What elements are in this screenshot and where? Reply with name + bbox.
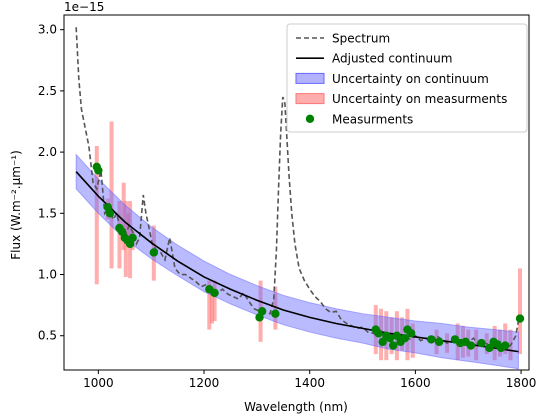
x-tick-label: 1200 (189, 376, 220, 390)
y-axis-label: Flux (W.m⁻².µm⁻¹) (9, 150, 23, 260)
measurement-point (477, 338, 486, 348)
measurement-point (94, 166, 103, 175)
legend-measurement-marker (305, 114, 315, 124)
y-offset-label: 1e−15 (64, 0, 104, 14)
plot-frame (63, 14, 530, 371)
measurement-point (400, 333, 410, 343)
measurement-point (466, 341, 476, 350)
x-tick-label: 1400 (294, 376, 325, 390)
measurement-uncertainty-bar (207, 280, 212, 330)
legend-label: Uncertainty on measurments (332, 92, 507, 106)
x-tick-label: 1800 (506, 376, 537, 390)
measurement-uncertainty-bar (518, 268, 523, 355)
x-tick-label: 1000 (83, 376, 114, 390)
y-tick-label: 3.0 (38, 23, 57, 37)
measurement-point (434, 337, 444, 347)
measurement-uncertainty-bar (400, 317, 405, 351)
measurement-uncertainty-bar (410, 323, 415, 358)
measurement-point (501, 341, 510, 350)
continuum-line (75, 171, 519, 353)
measurement-uncertainty-bar (503, 323, 508, 355)
measurement-uncertainty-bar (212, 280, 217, 322)
y-tick-label: 2.5 (38, 84, 57, 98)
measurement-point (427, 335, 436, 344)
legend-box (286, 23, 528, 133)
measurement-point (406, 329, 416, 338)
measurement-uncertainty-bar (94, 145, 99, 285)
measurement-point (485, 343, 494, 353)
measurement-point (388, 341, 398, 350)
measurement-uncertainty-bar (121, 182, 126, 251)
measurement-uncertainty-bar (273, 286, 278, 330)
spectrum-line (75, 27, 520, 349)
measurement-point (374, 329, 383, 338)
y-tick-label: 0.5 (38, 329, 57, 343)
legend-label: Uncertainty on continuum (332, 72, 489, 86)
measurement-uncertainty-bar (109, 121, 114, 269)
measurement-point (392, 331, 402, 340)
legend-label: Adjusted continuum (332, 52, 452, 66)
y-tick-label: 1.5 (38, 206, 57, 220)
measurement-point (515, 314, 525, 323)
measurement-point (385, 333, 395, 343)
measurement-point (210, 288, 219, 298)
legend-label: Spectrum (332, 32, 390, 46)
legend: Spectrum Adjusted continuum Uncertainty on… (286, 23, 528, 133)
legend-continuum-band-swatch (295, 72, 325, 84)
legend-measurement-band-swatch (295, 93, 325, 105)
y-tick-label: 1.0 (38, 268, 57, 282)
measurement-point (105, 209, 115, 218)
measurement-point (257, 307, 267, 316)
y-axis: 0.5 1.0 1.5 2.0 2.5 3.0 (38, 23, 64, 343)
measurement-point (149, 248, 159, 257)
x-axis-label: Wavelength (nm) (244, 400, 348, 414)
x-axis: 1000 1200 1400 1600 1800 (83, 370, 536, 390)
legend-label: Measurments (332, 112, 413, 126)
measurement-point (378, 337, 387, 347)
measurement-point (271, 309, 280, 318)
measurement-point (128, 233, 137, 242)
y-tick-label: 2.0 (38, 145, 57, 159)
measurement-uncertainty-bar (209, 286, 214, 324)
x-tick-label: 1600 (400, 376, 431, 390)
plot-area (75, 27, 525, 370)
